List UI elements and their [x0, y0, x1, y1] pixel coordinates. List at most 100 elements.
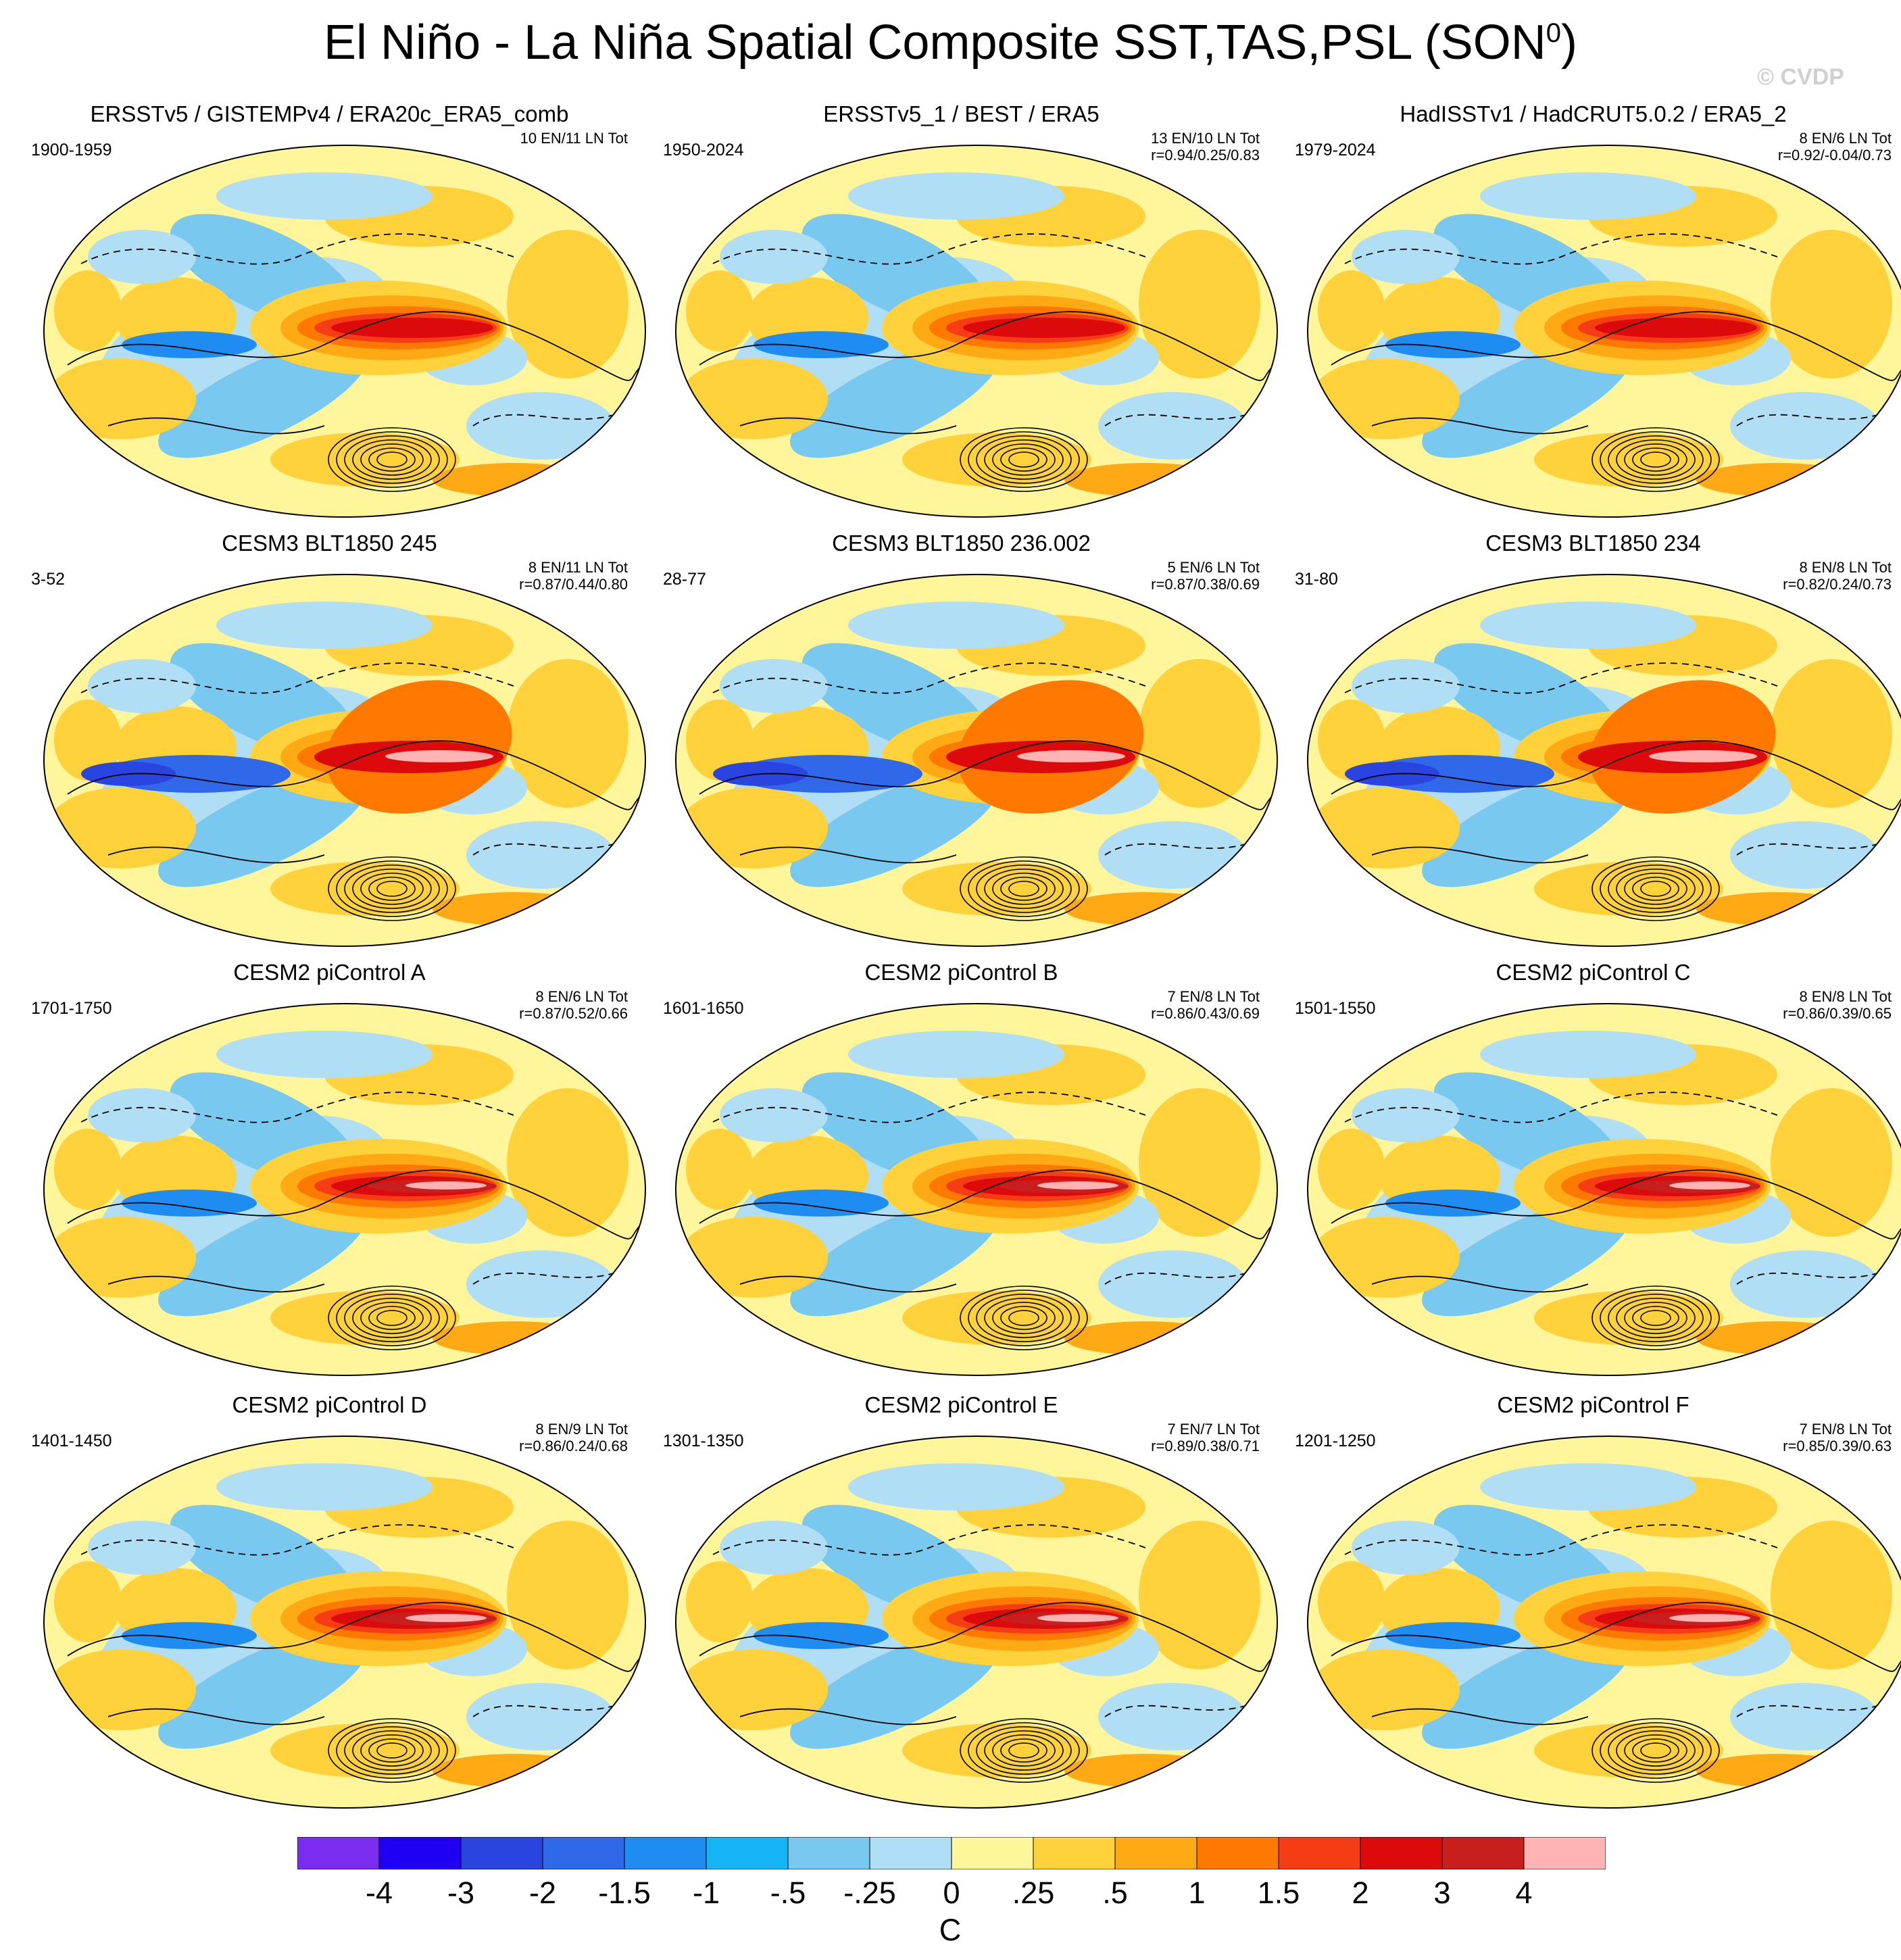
- colorbar-tick-label: -3: [447, 1876, 475, 1910]
- pattern-correlation: r=0.85/0.39/0.63: [1783, 1438, 1892, 1454]
- map-outline: [43, 145, 646, 518]
- psl-contours: [1331, 233, 1901, 492]
- panel-title: CESM3 BLT1850 236.002: [832, 531, 1091, 556]
- panel-title: CESM2 piControl F: [1497, 1392, 1689, 1417]
- panel-years: 31-80: [1295, 570, 1338, 589]
- colorbar-swatch: [1278, 1837, 1361, 1869]
- map-outline: [1307, 1003, 1901, 1376]
- psl-contours: [1331, 662, 1901, 921]
- map-panel: CESM3 BLT1850 245 3-52 8 EN/11 LN Tot r=…: [20, 531, 646, 956]
- panel-stats: 7 EN/8 LN Tot r=0.85/0.39/0.63: [1783, 1421, 1892, 1454]
- psl-contours: [1331, 1524, 1901, 1783]
- map-panel: HadISSTv1 / HadCRUT5.0.2 / ERA5_2 1979-2…: [1284, 101, 1901, 527]
- panel-stats: 7 EN/8 LN Tot r=0.86/0.43/0.69: [1151, 988, 1260, 1022]
- event-count: 7 EN/8 LN Tot: [1167, 988, 1260, 1005]
- colorbar-tick-label: -.5: [770, 1876, 806, 1910]
- robinson-map: [43, 1436, 646, 1809]
- panel-title: ERSSTv5 / GISTEMPv4 / ERA20c_ERA5_comb: [90, 101, 569, 126]
- map-outline: [1307, 1436, 1901, 1809]
- colorbar-swatch: [951, 1837, 1034, 1869]
- map-panel: CESM2 piControl C 1501-1550 8 EN/8 LN To…: [1284, 960, 1901, 1386]
- sst-tas-field: [1308, 1004, 1901, 1375]
- panel-stats: 8 EN/11 LN Tot r=0.87/0.44/0.80: [519, 559, 628, 593]
- panel-title: CESM2 piControl C: [1496, 960, 1691, 985]
- colorbar-tick-label: -1.5: [598, 1876, 651, 1910]
- panel-years: 1401-1450: [31, 1431, 112, 1450]
- colorbar-swatch: [1196, 1837, 1279, 1869]
- map-outline: [1307, 574, 1901, 947]
- map-outline: [675, 1003, 1278, 1376]
- pattern-correlation: r=0.89/0.38/0.71: [1151, 1438, 1260, 1454]
- panel-stats: 10 EN/11 LN Tot: [520, 130, 628, 147]
- colorbar-swatch: [1441, 1837, 1525, 1869]
- robinson-map: [1307, 1003, 1901, 1376]
- panel-years: 1601-1650: [663, 999, 744, 1018]
- sst-tas-field: [44, 1004, 645, 1375]
- colorbar-swatch: [787, 1837, 870, 1869]
- event-count: 8 EN/8 LN Tot: [1799, 559, 1892, 576]
- panel-title: CESM3 BLT1850 234: [1485, 531, 1701, 556]
- panel-years: 1950-2024: [663, 141, 744, 160]
- pattern-correlation: r=0.82/0.24/0.73: [1783, 576, 1892, 593]
- sst-tas-field: [44, 1436, 645, 1808]
- panel-title: CESM3 BLT1850 245: [222, 531, 437, 556]
- robinson-map: [675, 1436, 1278, 1809]
- psl-contours: [699, 233, 1275, 492]
- map-outline: [43, 1436, 646, 1809]
- psl-contours: [1331, 1092, 1901, 1350]
- event-count: 8 EN/11 LN Tot: [528, 559, 628, 576]
- event-count: 8 EN/6 LN Tot: [535, 988, 628, 1005]
- panel-stats: 8 EN/6 LN Tot r=0.87/0.52/0.66: [519, 988, 628, 1022]
- panel-years: 1201-1250: [1295, 1431, 1376, 1450]
- map-outline: [675, 1436, 1278, 1809]
- psl-contours: [67, 1092, 643, 1350]
- sst-tas-field: [676, 145, 1277, 517]
- map-panel: CESM2 piControl F 1201-1250 7 EN/8 LN To…: [1284, 1392, 1901, 1818]
- pattern-correlation: r=0.86/0.43/0.69: [1151, 1005, 1260, 1022]
- colorbar-swatch: [1033, 1837, 1116, 1869]
- robinson-map: [43, 1003, 646, 1376]
- panel-stats: 8 EN/6 LN Tot r=0.92/-0.04/0.73: [1778, 130, 1892, 164]
- psl-contours: [699, 1092, 1275, 1350]
- map-panel: CESM3 BLT1850 236.002 28-77 5 EN/6 LN To…: [652, 531, 1278, 956]
- colorbar-tick-label: 0: [943, 1876, 960, 1910]
- map-panel: CESM2 piControl E 1301-1350 7 EN/7 LN To…: [652, 1392, 1278, 1818]
- robinson-map: [675, 145, 1278, 518]
- colorbar-units: C: [939, 1913, 962, 1947]
- panel-title: HadISSTv1 / HadCRUT5.0.2 / ERA5_2: [1400, 101, 1787, 126]
- colorbar: [297, 1837, 1606, 1869]
- sst-tas-field: [1308, 1436, 1901, 1808]
- pattern-correlation: r=0.94/0.25/0.83: [1151, 147, 1260, 164]
- colorbar-swatch: [378, 1837, 462, 1869]
- sst-tas-field: [1308, 574, 1901, 946]
- figure-title: El Niño - La Niña Spatial Composite SST,…: [324, 16, 1577, 70]
- event-count: 7 EN/7 LN Tot: [1167, 1421, 1260, 1438]
- panel-years: 1900-1959: [31, 141, 112, 160]
- psl-contours: [67, 233, 643, 492]
- panel-years: 1501-1550: [1295, 999, 1376, 1018]
- colorbar-tick-label: 4: [1515, 1876, 1533, 1910]
- panel-years: 28-77: [663, 570, 706, 589]
- robinson-map: [675, 574, 1278, 947]
- sst-tas-field: [44, 145, 645, 517]
- map-outline: [675, 145, 1278, 518]
- colorbar-swatch: [1114, 1837, 1198, 1869]
- panel-years: 1701-1750: [31, 999, 112, 1018]
- sst-tas-field: [1308, 145, 1901, 517]
- map-panel: ERSSTv5 / GISTEMPv4 / ERA20c_ERA5_comb 1…: [20, 101, 646, 527]
- colorbar-tick-label: -4: [365, 1876, 393, 1910]
- event-count: 13 EN/10 LN Tot: [1150, 130, 1260, 147]
- pattern-correlation: r=0.86/0.39/0.65: [1783, 1005, 1892, 1022]
- colorbar-tick-label: .5: [1102, 1876, 1128, 1910]
- title-superscript: 0: [1546, 18, 1561, 48]
- colorbar-tick-label: 3: [1433, 1876, 1451, 1910]
- psl-contours: [67, 662, 643, 921]
- map-panel: CESM2 piControl D 1401-1450 8 EN/9 LN To…: [20, 1392, 646, 1818]
- event-count: 8 EN/8 LN Tot: [1799, 988, 1892, 1005]
- psl-contours: [67, 1524, 643, 1783]
- panel-title: CESM2 piControl B: [864, 960, 1058, 985]
- colorbar-tick-label: 2: [1352, 1876, 1369, 1910]
- event-count: 7 EN/8 LN Tot: [1799, 1421, 1892, 1438]
- map-outline: [1307, 145, 1901, 518]
- panel-stats: 8 EN/9 LN Tot r=0.86/0.24/0.68: [519, 1421, 628, 1454]
